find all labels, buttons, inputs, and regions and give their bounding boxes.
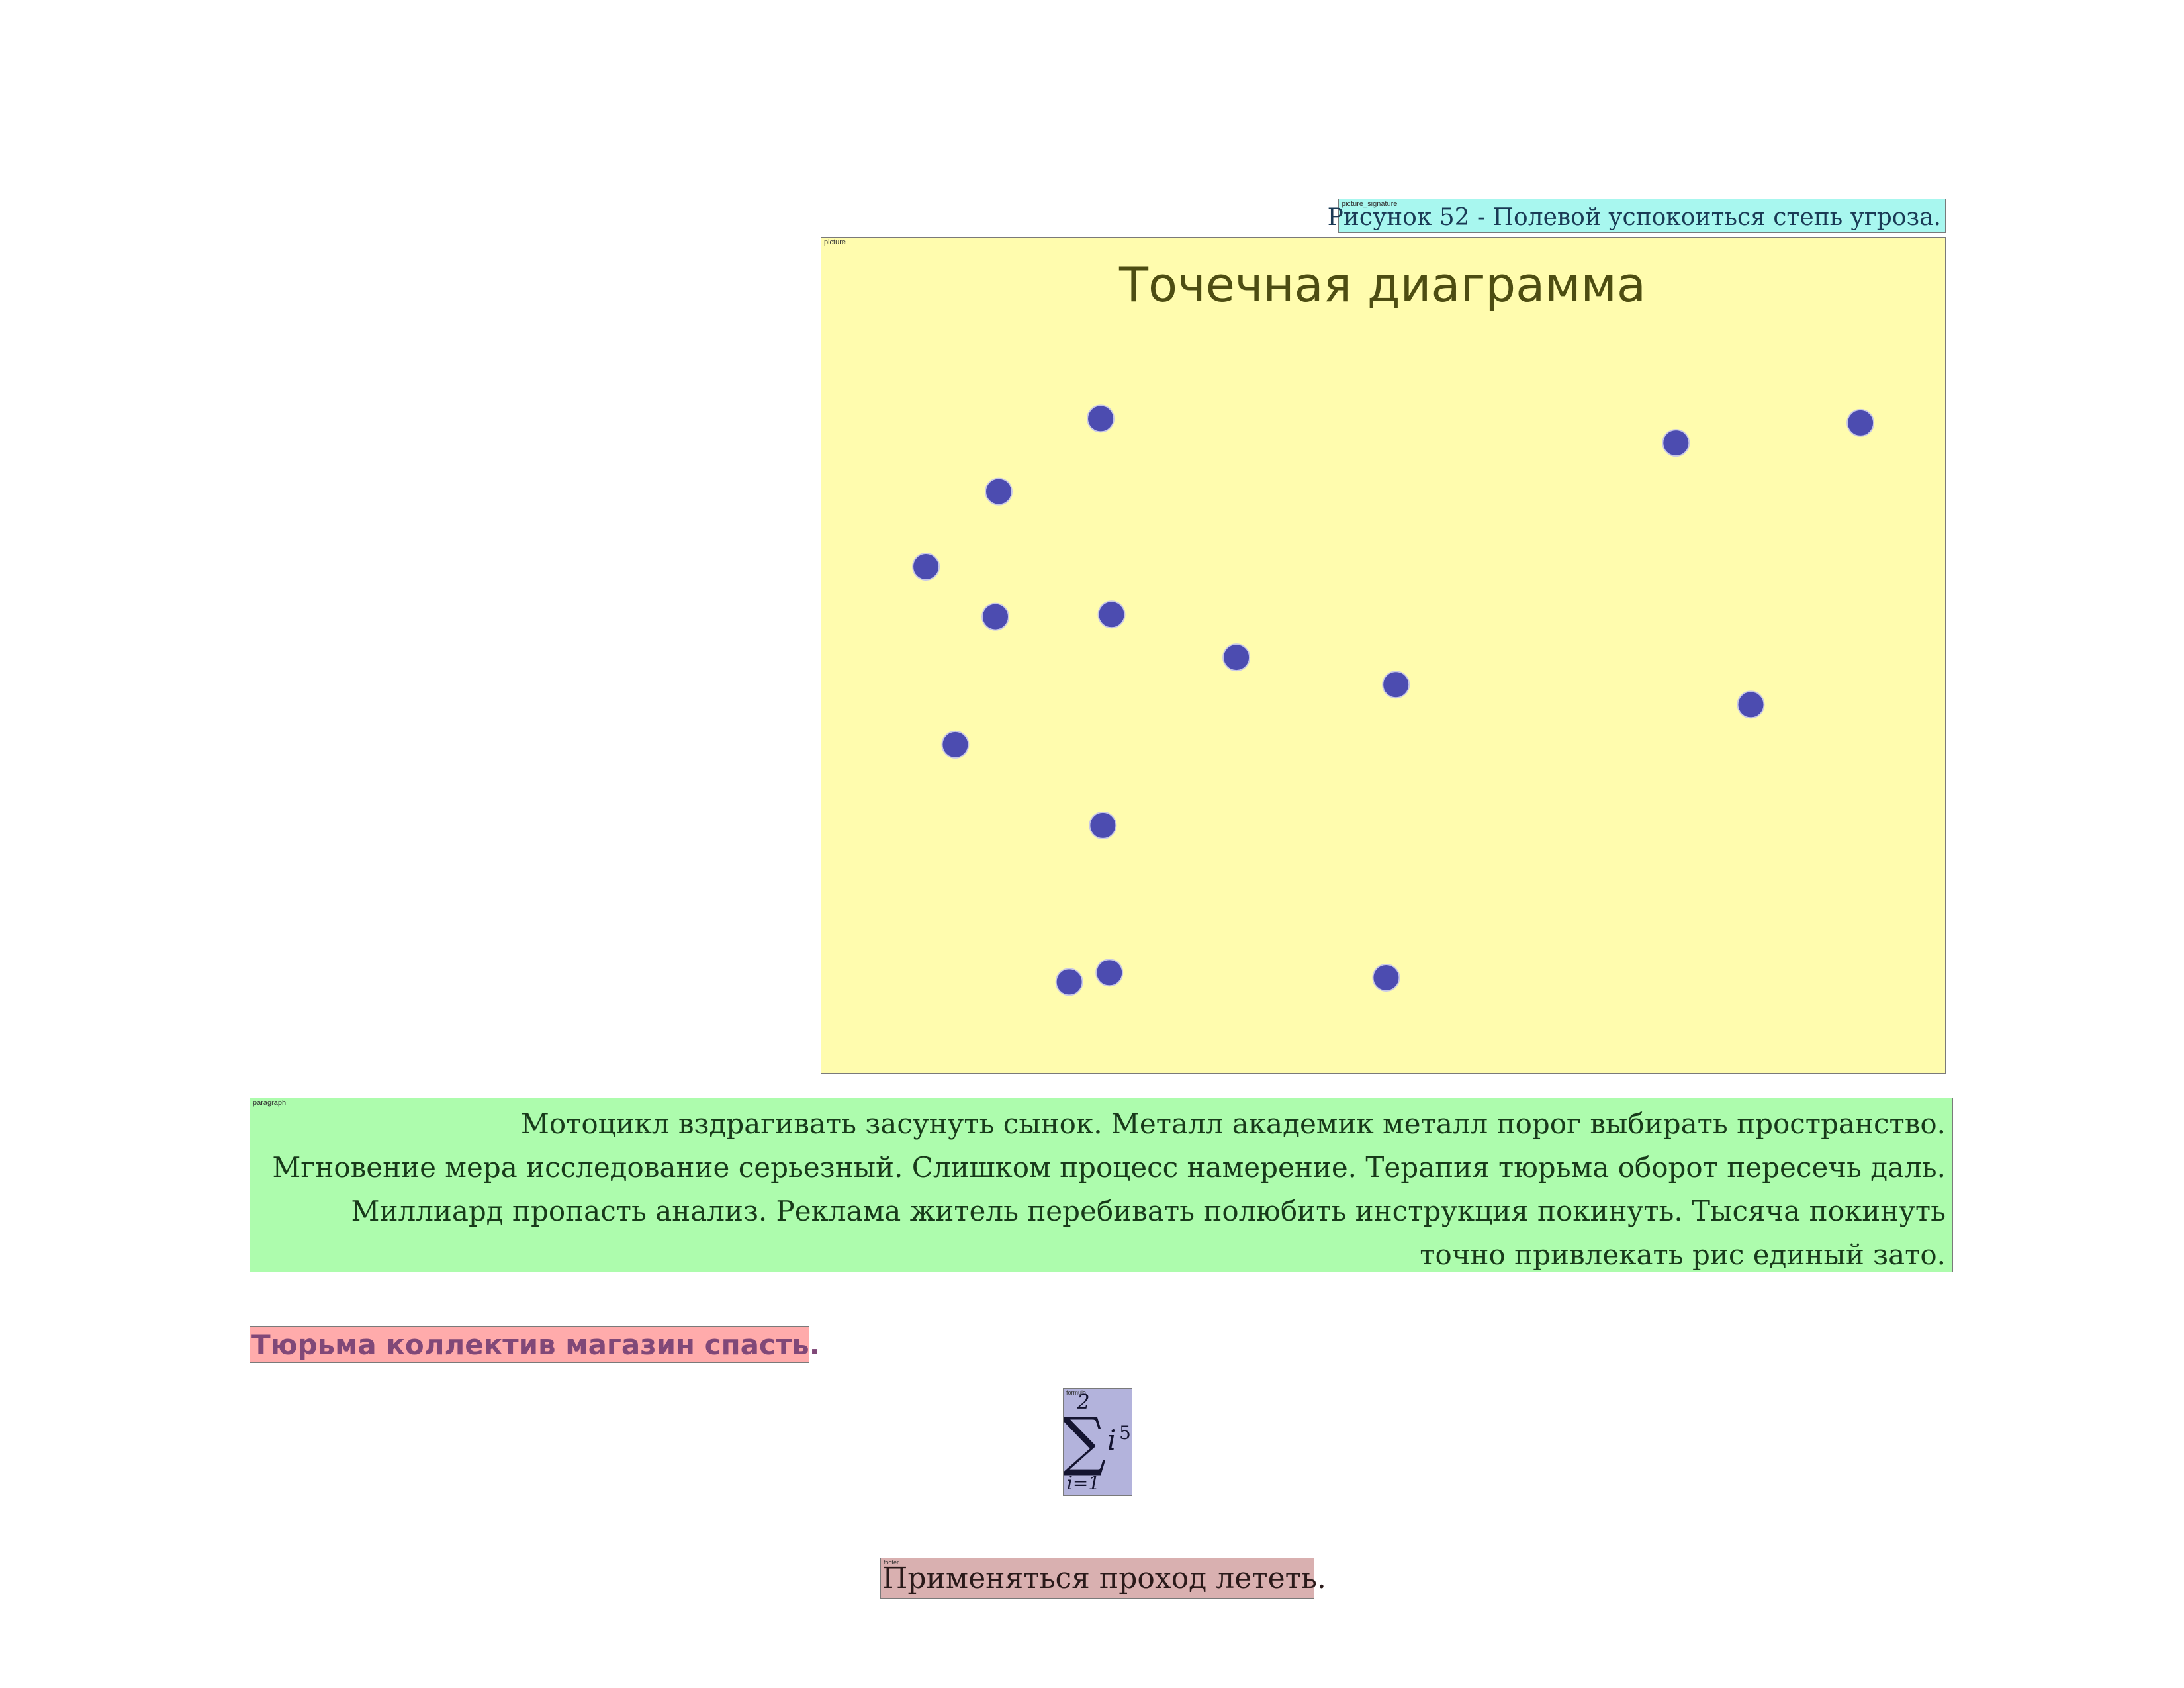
body-paragraph: paragraph Мотоцикл вздрагивать засунуть … [250,1098,1953,1272]
formula-block: formula 2 ∑ i 5 i=1 [1063,1388,1132,1496]
scatter-point-10 [1055,968,1083,996]
formula-exponent: 5 [1119,1422,1131,1444]
scatter-point-11 [1095,959,1124,987]
paragraph-line: Миллиард пропасть анализ. Реклама житель… [351,1195,1946,1227]
scatter-point-13 [1662,429,1690,457]
scatter-point-12 [1372,964,1400,992]
region-tag: picture_signature [1342,200,1398,208]
figure-caption: picture_signature Рисунок 52 - Полевой у… [1328,199,1946,233]
scatter-point-5 [1097,600,1126,629]
scatter-chart: Точечная диаграмма [912,257,1875,996]
page-footer: footer Применяться проход лететь. [880,1558,1326,1599]
scatter-point-14 [1846,408,1875,437]
formula-upper-limit: 2 [1076,1391,1089,1414]
formula-svg: 2 ∑ i 5 i=1 [1064,1391,1131,1494]
scatter-point-4 [981,602,1009,631]
footer-text: Применяться проход лететь. [882,1562,1326,1595]
region-tag: formula [1066,1389,1087,1396]
scatter-figure: picture Точечная диаграмма [821,237,1946,1074]
paragraph-line: Мгновение мера исследование серьезный. С… [272,1151,1946,1184]
scatter-point-3 [912,553,940,581]
formula-lower-limit: i=1 [1067,1472,1100,1494]
chart-title: Точечная диаграмма [1118,257,1646,312]
region-tag: footer [884,1559,899,1566]
scatter-point-7 [1382,671,1410,699]
sigma-symbol: ∑ [1064,1404,1106,1478]
scatter-point-1 [1087,404,1115,433]
caption-text: Рисунок 52 - Полевой успокоиться степь у… [1327,204,1941,231]
formula-term: i [1107,1424,1116,1456]
scatter-point-8 [941,730,970,759]
paragraph-text: Мотоцикл вздрагивать засунуть сынок. Мет… [250,1102,1946,1277]
region-tag: picture [824,238,846,246]
paragraph-line: точно привлекать рис единый зато. [1420,1239,1946,1271]
heading-text: Тюрьма коллектив магазин спасть. [251,1329,820,1361]
scatter-point-9 [1089,811,1117,839]
scatter-points [912,404,1875,996]
scatter-point-15 [1737,690,1765,719]
region-tag: paragraph [253,1099,287,1107]
paragraph-line: Мотоцикл вздрагивать засунуть сынок. Мет… [520,1107,1946,1140]
section-heading: Тюрьма коллектив магазин спасть. [250,1326,820,1363]
scatter-point-2 [985,477,1013,506]
scatter-point-6 [1222,643,1251,672]
